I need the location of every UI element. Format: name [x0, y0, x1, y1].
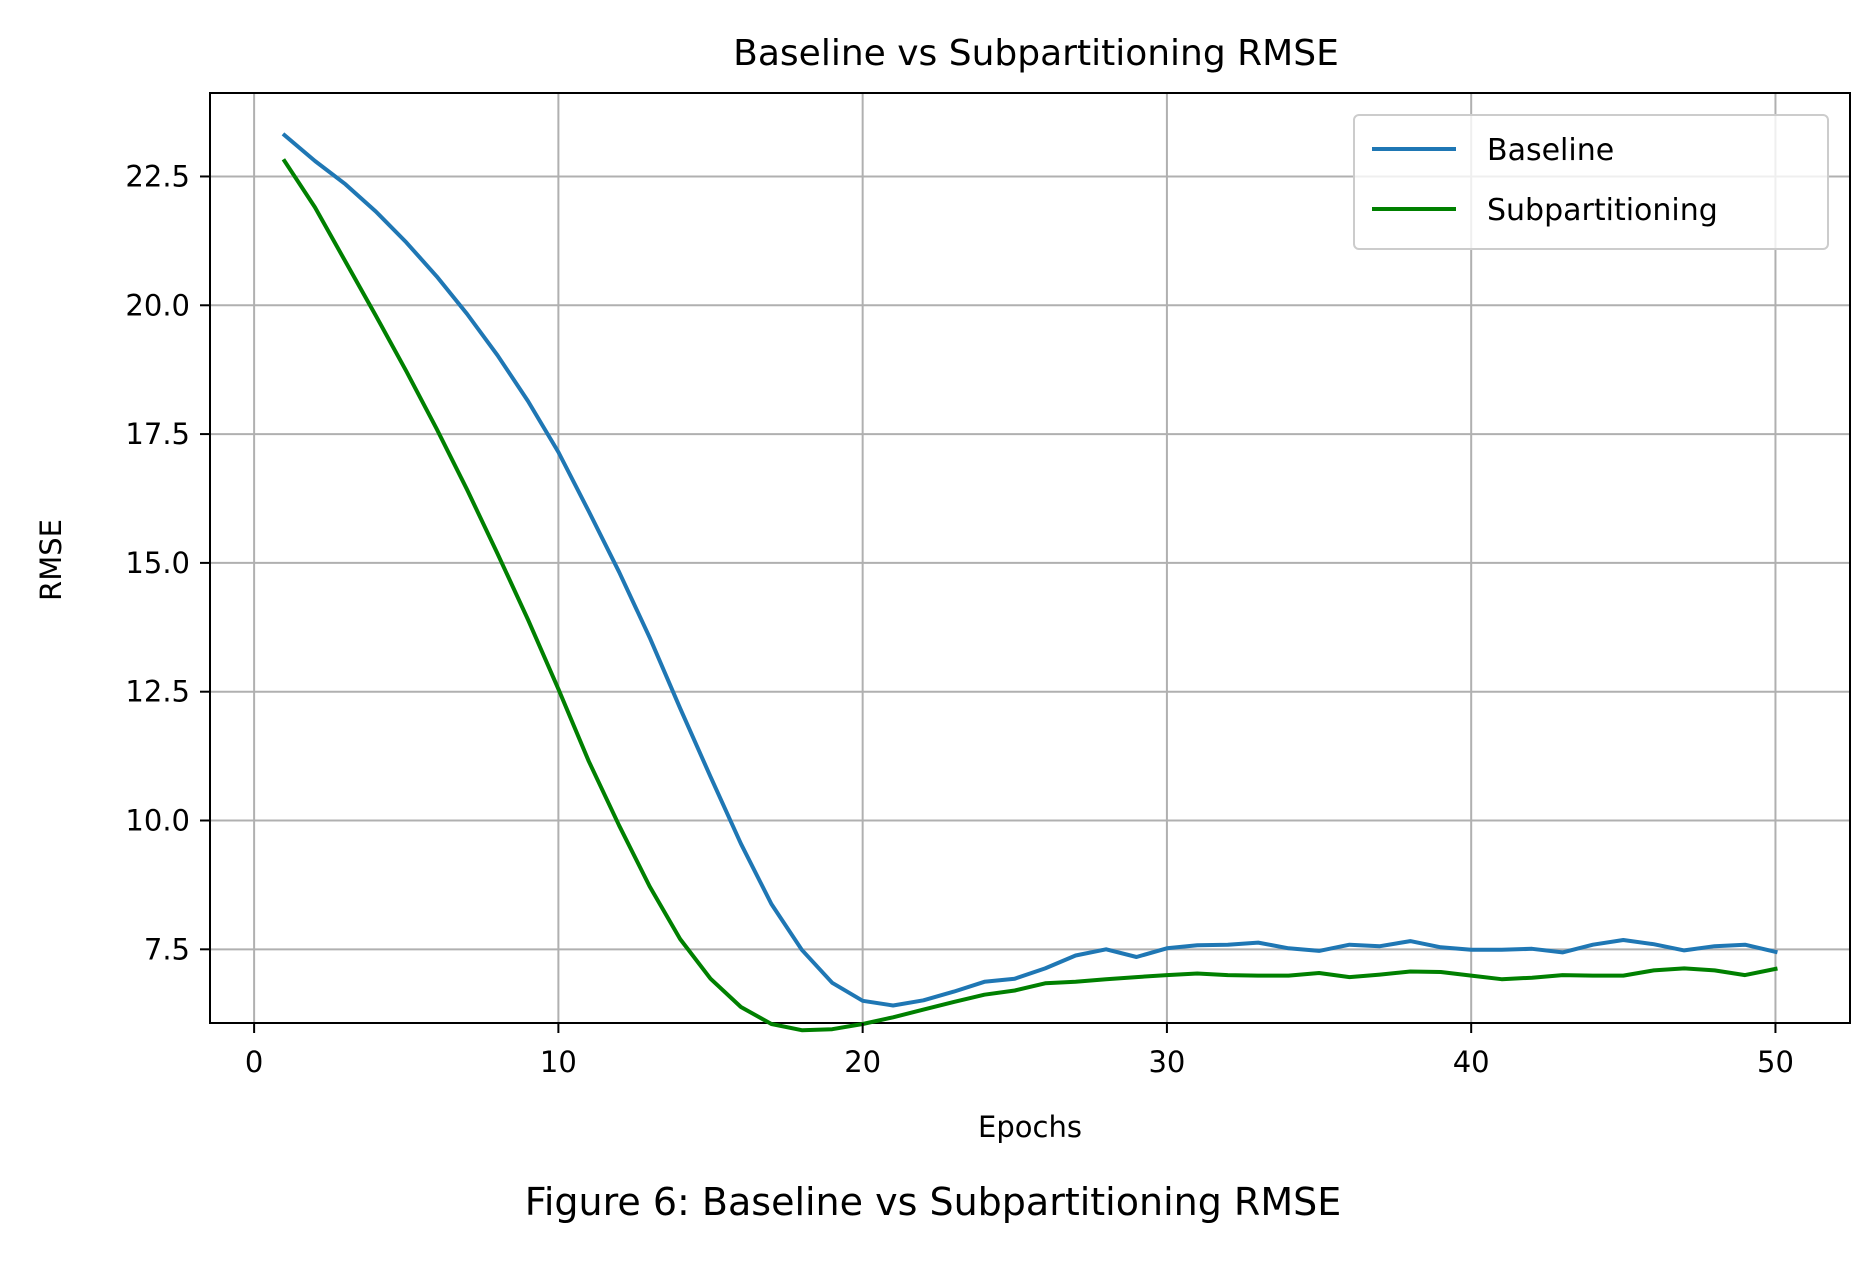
- plot-area: [209, 92, 1851, 1024]
- y-tick-label: 15.0: [125, 546, 190, 580]
- legend-frame: [1353, 114, 1829, 250]
- legend: Baseline Subpartitioning: [1353, 114, 1829, 250]
- x-tick-label: 10: [540, 1045, 577, 1079]
- figure-caption: Figure 6: Baseline vs Subpartitioning RM…: [524, 1180, 1342, 1224]
- series-line-baseline: [281, 132, 1778, 1008]
- axis-ticks: 0 10 20 30 40 50 7.5 10.0 12.5 15.0 17.5 20.0 22.5: [125, 159, 1793, 1079]
- x-tick-label: 30: [1148, 1045, 1185, 1079]
- x-tick-label: 50: [1757, 1045, 1794, 1079]
- chart-title: Baseline vs Subpartitioning RMSE: [733, 33, 1339, 74]
- x-axis-label: Epochs: [978, 1110, 1082, 1144]
- legend-label-baseline: Baseline: [1487, 133, 1614, 168]
- y-tick-label: 10.0: [125, 804, 190, 838]
- y-tick-label: 20.0: [125, 288, 190, 322]
- y-tick-label: 7.5: [144, 932, 190, 966]
- x-tick-label: 20: [844, 1045, 881, 1079]
- y-tick-label: 17.5: [125, 417, 190, 451]
- series-line-subpartitioning: [281, 158, 1778, 1033]
- legend-label-subpartitioning: Subpartitioning: [1487, 193, 1718, 228]
- series-lines: [281, 132, 1778, 1033]
- x-tick-label: 0: [245, 1045, 263, 1079]
- y-axis-label: RMSE: [34, 519, 68, 601]
- y-tick-label: 12.5: [125, 675, 190, 709]
- y-tick-label: 22.5: [125, 159, 190, 193]
- x-tick-label: 40: [1453, 1045, 1490, 1079]
